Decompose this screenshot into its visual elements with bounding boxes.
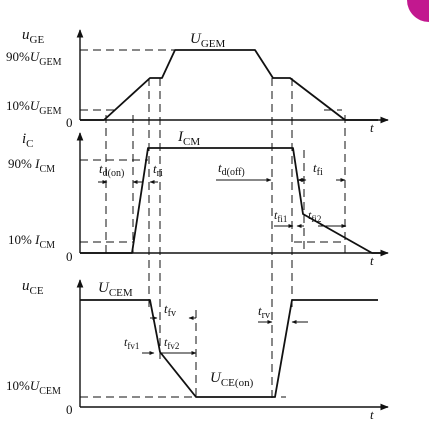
uce-t-label: t [370, 407, 374, 422]
uge-origin: 0 [66, 115, 73, 130]
uce-level-label: UCEM [98, 280, 133, 299]
td-off-label: td(off) [218, 160, 245, 178]
tfi2-label: tfi2 [308, 208, 321, 224]
uge-panel: uGE t 0 UGEM 90%UGEM 10%UGEM [6, 27, 389, 135]
tfv2-label: tfv2 [164, 335, 179, 351]
uce-origin: 0 [66, 402, 73, 417]
uge-level-label: UGEM [190, 31, 226, 50]
uge-90-label: 90%UGEM [6, 49, 62, 68]
uce-panel: uCE t 0 UCEM 10%UCEM UCE(on) tfv tfv1 tf… [6, 278, 389, 422]
ic-axis-label: iC [22, 131, 34, 150]
ic-level-label: ICM [177, 129, 200, 148]
tfi1-label: tfi1 [274, 208, 287, 224]
td-on-label: td(on) [99, 161, 124, 179]
uge-10-label: 10%UGEM [6, 98, 62, 117]
ic-waveform [80, 147, 383, 254]
tfi-label: tfi [313, 160, 323, 178]
ic-origin: 0 [66, 249, 73, 264]
tfv1-label: tfv1 [124, 335, 139, 351]
uce-on-label: UCE(on) [210, 370, 254, 389]
uge-waveform [80, 49, 378, 121]
tfv-label: tfv [164, 301, 176, 319]
trv-label: trv [258, 303, 270, 321]
ic-panel: iC t 0 ICM 90% ICM 10% ICM td(on) tri td… [8, 129, 389, 268]
uce-axis-label: uCE [22, 278, 44, 297]
ic-90-label: 90% ICM [8, 156, 55, 175]
ic-t-label: t [370, 253, 374, 268]
uge-t-label: t [370, 120, 374, 135]
uge-axis-label: uGE [22, 27, 44, 46]
uce-10-label: 10%UCEM [6, 378, 61, 397]
tri-label: tri [153, 161, 163, 179]
time-markers [105, 78, 346, 400]
ic-10-label: 10% ICM [8, 232, 55, 251]
